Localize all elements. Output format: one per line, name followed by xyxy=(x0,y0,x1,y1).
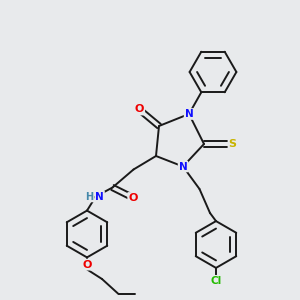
Text: H: H xyxy=(85,191,94,202)
Text: Cl: Cl xyxy=(210,276,222,286)
Text: S: S xyxy=(229,139,236,149)
Text: N: N xyxy=(95,191,104,202)
Text: O: O xyxy=(82,260,92,270)
Text: O: O xyxy=(135,104,144,115)
Text: N: N xyxy=(184,109,194,119)
Text: N: N xyxy=(178,161,188,172)
Text: O: O xyxy=(128,193,138,203)
